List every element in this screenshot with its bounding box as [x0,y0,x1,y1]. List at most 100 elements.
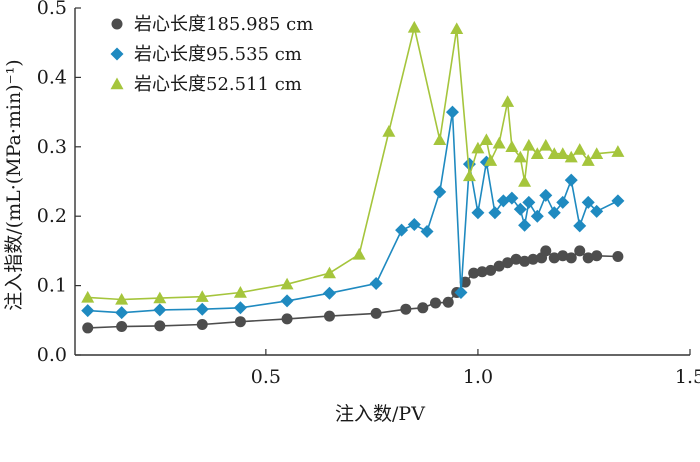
data-point [115,306,129,320]
data-point [611,194,625,208]
data-point [548,252,560,264]
data-point [581,195,595,209]
data-point [430,297,442,309]
data-point [370,307,382,319]
data-point [590,147,604,159]
data-point [442,296,454,308]
x-tick-label: 1.5 [675,366,700,388]
y-tick-label: 0.0 [37,344,67,366]
data-point [513,150,527,163]
data-point [519,255,531,267]
data-point [539,188,553,202]
legend-marker [111,18,123,30]
data-point [433,133,447,146]
y-tick-label: 0.4 [37,66,67,88]
data-point [450,22,464,35]
data-point [433,185,447,199]
series-line [87,249,618,329]
data-point [484,154,498,166]
data-point [323,310,335,322]
data-point [513,202,527,216]
data-point [234,316,246,328]
data-point [153,303,167,317]
data-point [547,147,561,159]
data-point [540,245,552,257]
data-point [153,291,167,304]
data-point [539,138,553,151]
data-point [611,145,625,157]
data-point [382,125,396,137]
data-point [195,290,209,302]
data-point [420,224,434,238]
series-circle [82,245,624,334]
data-point [115,292,129,305]
data-point [462,169,476,182]
y-tick-label: 0.2 [37,205,67,227]
axes: 0.0 0.1 0.2 0.3 0.4 0.5 0.5 1.0 1.5 [37,0,700,388]
data-point [505,140,519,152]
data-point [488,206,502,220]
data-point [573,219,587,233]
data-point [612,250,624,262]
legend-item: 岩心长度95.535 cm [110,44,302,65]
y-tick-label: 0.3 [37,136,67,158]
data-point [369,277,383,291]
data-point [564,150,578,163]
y-axis-label: 注入指数/(mL·(MPa·min)⁻¹) [3,59,25,310]
y-tick-label: 0.5 [37,0,67,19]
data-point [471,206,485,220]
data-point [479,133,493,146]
data-point [581,154,595,166]
data-point [573,143,587,155]
data-point [564,173,578,187]
data-point [476,266,488,278]
data-point [574,245,586,257]
series-triangle [81,20,625,305]
data-point [530,147,544,159]
data-point [81,304,95,318]
data-point [468,267,480,279]
series-diamond [81,105,625,320]
data-point [522,138,536,151]
data-point [417,302,429,314]
data-point [522,195,536,209]
data-point [154,320,166,332]
data-point [471,141,485,154]
data-point [281,313,293,325]
data-point [493,260,505,272]
data-point [590,204,604,218]
data-point [530,209,544,223]
data-point [591,250,603,262]
x-tick-label: 0.5 [251,366,281,388]
data-point [233,286,247,298]
data-point [407,20,421,33]
data-point [400,303,412,315]
data-point [82,322,94,334]
data-point [116,321,128,333]
data-point [280,294,294,308]
data-point [492,136,506,149]
y-tick-label: 0.1 [37,275,67,297]
data-point [518,218,532,232]
data-point [501,95,515,107]
data-point [502,257,514,269]
data-point [547,206,561,220]
legend-label: 岩心长度52.511 cm [134,74,302,95]
data-point [196,318,208,330]
data-point [510,253,522,265]
data-point [565,252,577,264]
data-point [81,290,95,303]
data-point [582,252,594,264]
data-point [556,195,570,209]
data-point [322,266,336,279]
data-point [557,250,569,262]
legend-marker [110,77,124,90]
data-point [518,175,532,187]
legend-item: 岩心长度185.985 cm [111,14,313,35]
data-point [505,191,519,205]
data-point [485,264,497,276]
data-point [280,277,294,290]
data-point [407,218,421,232]
data-point [445,105,459,119]
